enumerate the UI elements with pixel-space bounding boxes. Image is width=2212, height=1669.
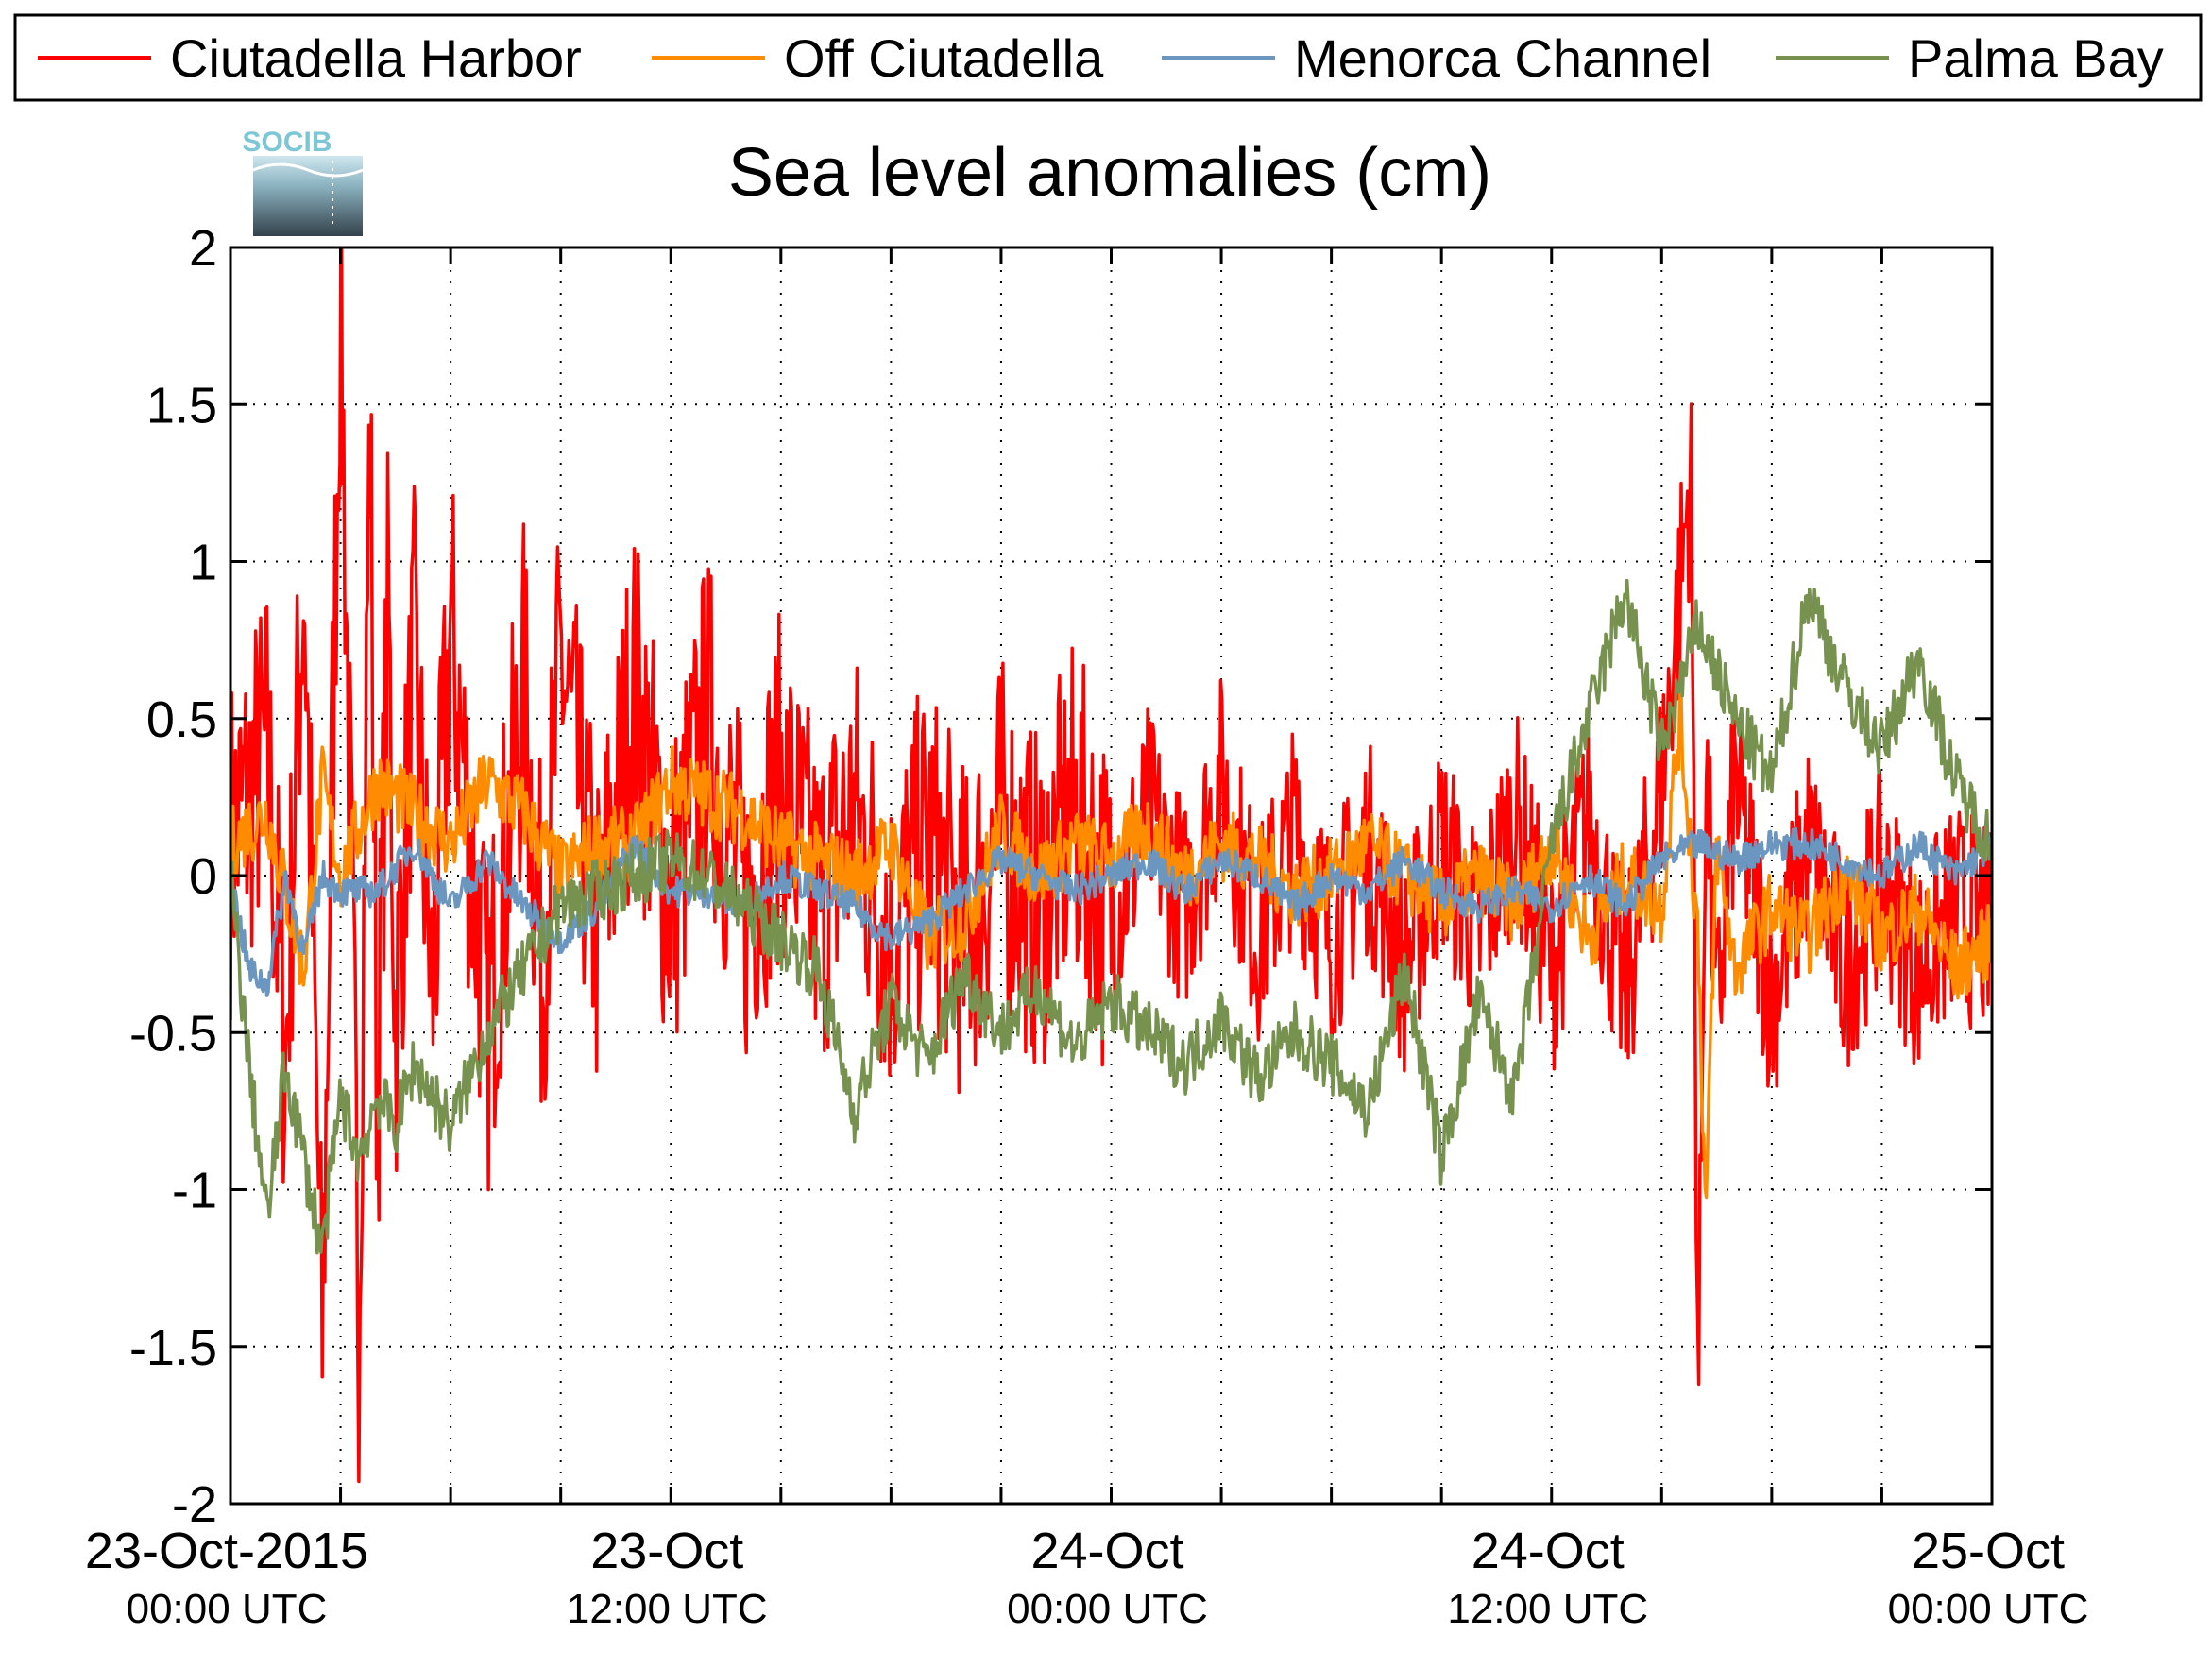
y-tick-label: -0.5 [129,1005,217,1062]
y-tick-label: -1 [172,1163,217,1219]
x-tick-time-label: 00:00 UTC [1007,1586,1208,1632]
y-tick-label: 1 [189,535,217,591]
series-line-ciutadella-harbor [230,247,1992,1484]
ticks [229,246,1994,1506]
series-line-menorca-channel [230,826,1992,997]
x-tick-date-label: 24-Oct [1030,1523,1183,1579]
logo-text: SOCIB [242,127,332,158]
y-axis-labels: 2 1.5 1 0.5 0 -0.5 -1 -1.5 -2 [129,220,217,1533]
x-tick-date-label: 24-Oct [1472,1523,1625,1579]
x-tick-time-label: 00:00 UTC [1888,1586,2089,1632]
x-axis-labels: 23-Oct-2015 00:00 UTC 23-Oct 12:00 UTC 24-Oc… [85,1523,2088,1632]
series-line-palma-bay [230,578,1992,1255]
chart-title: Sea level anomalies (cm) [728,135,1491,211]
logo-wave [252,162,364,178]
x-tick-time-label: 12:00 UTC [1447,1586,1648,1632]
plot-area: 2 1.5 1 0.5 0 -0.5 -1 -1.5 -2 23-Oct-2015 00:00 U… [85,220,2088,1632]
y-tick-label: 1.5 [146,377,217,434]
legend: Ciutadella Harbor Off Ciutadella Menorca C… [13,13,2203,102]
x-tick-date-label: 23-Oct-2015 [85,1523,368,1579]
legend-label: Palma Bay [1908,28,2164,88]
x-tick-date-label: 23-Oct [590,1523,743,1579]
legend-label: Menorca Channel [1294,28,1711,88]
x-tick-time-label: 12:00 UTC [567,1586,768,1632]
y-tick-label: -1.5 [129,1320,217,1376]
x-tick-date-label: 25-Oct [1912,1523,2065,1579]
socib-logo: SOCIB [242,127,364,236]
x-tick-time-label: 00:00 UTC [127,1586,328,1632]
series-line-off-ciutadella [230,685,1992,1200]
legend-items: Ciutadella Harbor Off Ciutadella Menorca C… [38,28,2164,88]
y-tick-label: -2 [172,1476,217,1533]
y-tick-label: 0.5 [146,691,217,748]
series-group [230,247,1992,1484]
y-tick-label: 2 [189,220,217,277]
logo-image [253,156,363,236]
legend-label: Off Ciutadella [784,28,1104,88]
legend-label: Ciutadella Harbor [170,28,582,88]
y-tick-label: 0 [189,848,217,905]
